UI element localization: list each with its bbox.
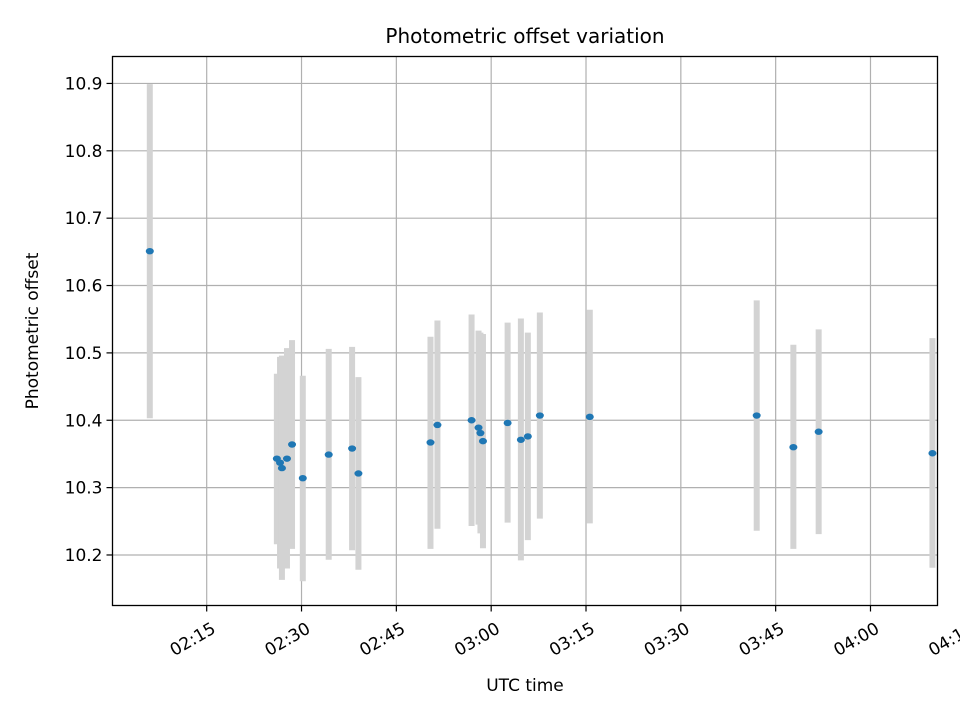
y-tick-label: 10.3 [65, 479, 103, 499]
y-tick-label: 10.5 [65, 344, 103, 364]
data-point [479, 438, 487, 444]
data-point [354, 470, 362, 476]
data-point [536, 412, 544, 418]
y-tick-label: 10.8 [65, 142, 103, 162]
data-point [524, 433, 532, 439]
data-point [426, 439, 434, 445]
data-point [517, 437, 525, 443]
data-point [475, 424, 483, 430]
data-point [586, 414, 594, 420]
data-point [348, 445, 356, 451]
data-point [504, 420, 512, 426]
data-point [283, 455, 291, 461]
data-point [753, 412, 761, 418]
data-point [299, 475, 307, 481]
data-point [928, 450, 936, 456]
data-point [325, 451, 333, 457]
data-point [476, 430, 484, 436]
data-point [815, 429, 823, 435]
data-point [789, 444, 797, 450]
data-point [276, 459, 284, 465]
y-tick-label: 10.2 [65, 546, 103, 566]
y-tick-label: 10.9 [65, 74, 103, 94]
data-point [288, 441, 296, 447]
data-point [468, 417, 476, 423]
chart-title: Photometric offset variation [385, 24, 664, 48]
x-axis-label: UTC time [486, 676, 564, 696]
y-tick-label: 10.6 [65, 277, 103, 297]
y-tick-label: 10.4 [65, 411, 103, 431]
data-point [433, 422, 441, 428]
data-point [278, 465, 286, 471]
y-axis-label: Photometric offset [23, 252, 43, 409]
data-point [146, 248, 154, 254]
y-tick-label: 10.7 [65, 209, 103, 229]
